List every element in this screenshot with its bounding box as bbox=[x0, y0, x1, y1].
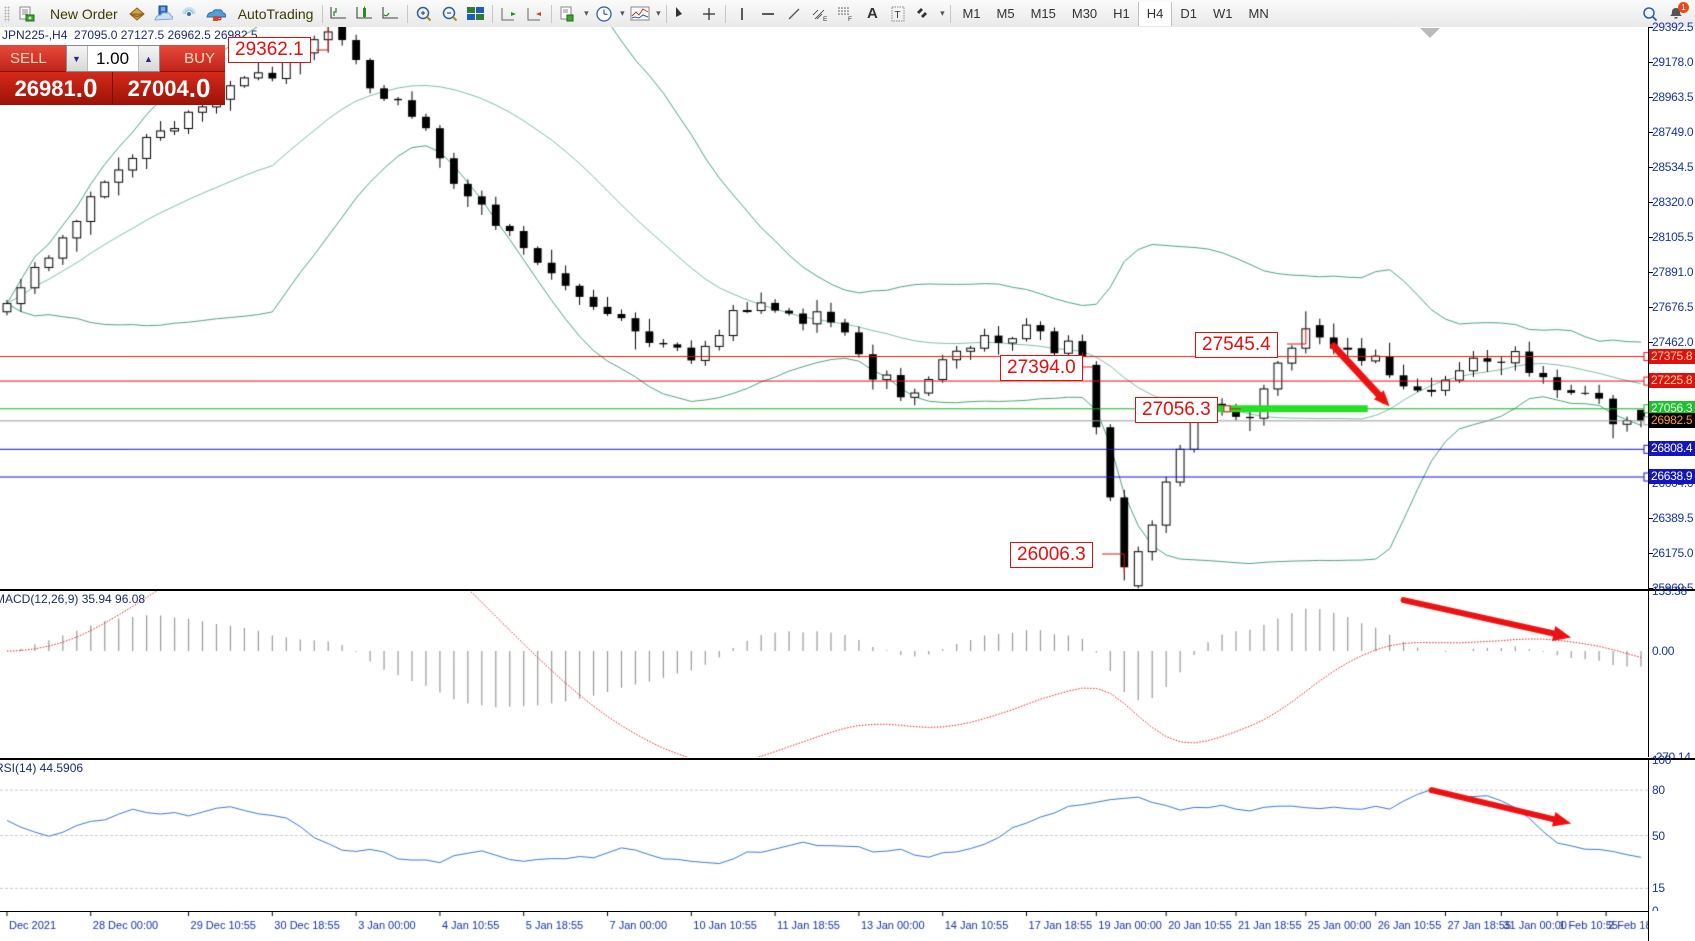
svg-text:F: F bbox=[848, 16, 852, 22]
svg-text:E: E bbox=[823, 16, 828, 22]
svg-text:T: T bbox=[895, 10, 901, 21]
